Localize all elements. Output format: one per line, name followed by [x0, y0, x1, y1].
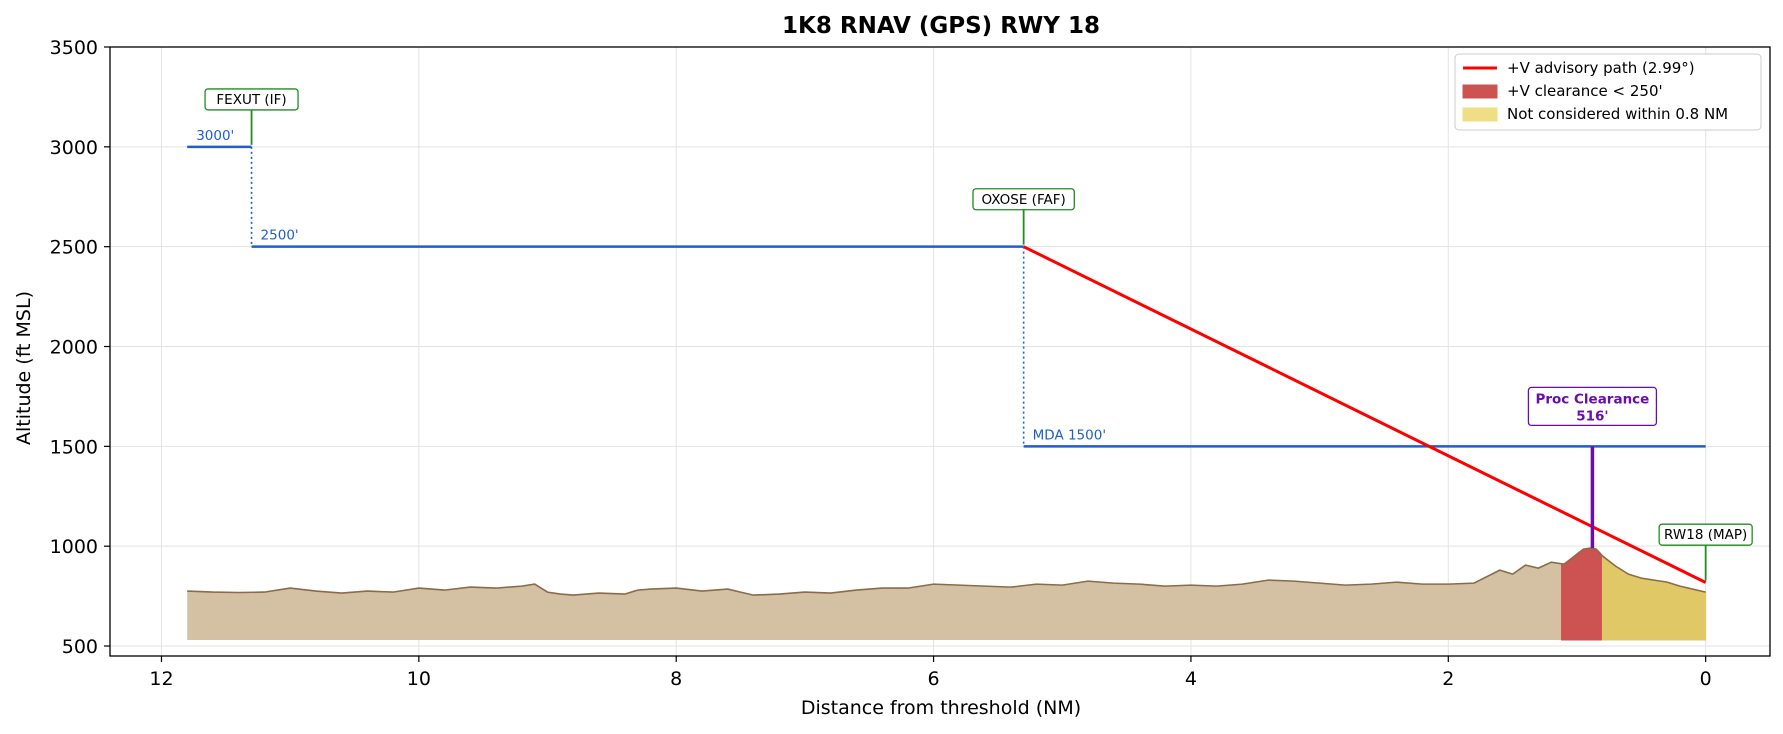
legend-label: +V clearance < 250' [1507, 82, 1663, 100]
x-tick-label: 0 [1700, 668, 1712, 690]
x-axis-label: Distance from threshold (NM) [801, 697, 1081, 719]
step-altitude-label: MDA 1500' [1033, 427, 1106, 443]
plot-frame [109, 46, 1771, 657]
legend-label: +V advisory path (2.99°) [1507, 59, 1695, 77]
proc-clearance-title: Proc Clearance [1535, 391, 1649, 407]
terrain-profile [187, 547, 1707, 641]
chart-title: 1K8 RNAV (GPS) RWY 18 [782, 13, 1100, 39]
axes: 12 10 8 6 4 2 0 500 1000 1500 2000 2500 3000 3500 [50, 37, 1771, 690]
fix-box [204, 88, 299, 111]
y-tick-label: 2500 [50, 237, 98, 259]
x-tick-label: 2 [1442, 668, 1454, 690]
x-tick-label: 10 [407, 668, 431, 690]
y-tick-label: 3500 [50, 37, 98, 59]
fix-label: RW18 (MAP) [1664, 527, 1747, 543]
terrain-edge [187, 547, 1706, 596]
y-axis-label: Altitude (ft MSL) [13, 291, 35, 445]
step-altitude-label: 2500' [261, 228, 299, 244]
legend-patch-swatch [1462, 107, 1498, 122]
step-altitude-label: 3000' [196, 128, 234, 144]
y-tick-label: 2000 [50, 337, 98, 359]
x-tick-label: 8 [670, 668, 682, 690]
fix-box [972, 188, 1075, 211]
x-tick-label: 12 [149, 668, 173, 690]
legend: +V advisory path (2.99°) +V clearance < 2… [1454, 53, 1762, 131]
terrain-area [187, 548, 1706, 641]
y-tick-label: 500 [62, 636, 98, 658]
y-tick-label: 3000 [50, 137, 98, 159]
proc-clearance-box [1527, 386, 1658, 427]
y-tick-label: 1500 [50, 436, 98, 458]
grid [110, 46, 1770, 656]
x-tick-label: 4 [1185, 668, 1197, 690]
proc-clearance-value: 516' [1576, 408, 1608, 424]
legend-label: Not considered within 0.8 NM [1507, 105, 1728, 123]
legend-box [1454, 53, 1762, 131]
fix-box [1658, 523, 1753, 546]
step-altitudes: 3000' 2500' MDA 1500' [187, 128, 1706, 448]
x-tick-label: 6 [928, 668, 940, 690]
legend-patch-swatch [1462, 84, 1498, 99]
fix-markers: FEXUT (IF) OXOSE (FAF) RW18 (MAP) [204, 88, 1753, 581]
fix-label: FEXUT (IF) [216, 92, 286, 108]
y-tick-label: 1000 [50, 536, 98, 558]
fix-label: OXOSE (FAF) [982, 192, 1066, 208]
